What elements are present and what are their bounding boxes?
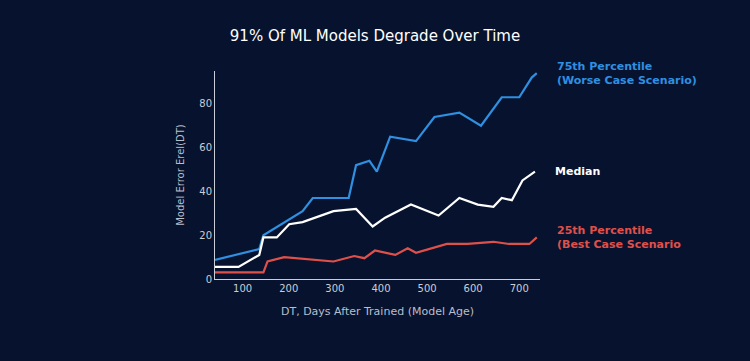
svg-text:300: 300	[325, 283, 344, 294]
svg-text:40: 40	[199, 186, 212, 197]
svg-text:75th Percentile(Worse Case Sce: 75th Percentile(Worse Case Scenario)	[557, 60, 697, 87]
svg-text:500: 500	[418, 283, 437, 294]
svg-text:Median: Median	[555, 165, 600, 178]
svg-text:20: 20	[199, 230, 212, 241]
svg-text:DT, Days After Trained (Model: DT, Days After Trained (Model Age)	[281, 305, 474, 318]
svg-text:400: 400	[371, 283, 390, 294]
svg-text:Model Error Erel(DT): Model Error Erel(DT)	[175, 124, 186, 226]
svg-text:80: 80	[199, 98, 212, 109]
svg-text:60: 60	[199, 142, 212, 153]
svg-text:200: 200	[279, 283, 298, 294]
svg-text:0: 0	[206, 274, 212, 285]
svg-text:91% Of ML Models Degrade Over: 91% Of ML Models Degrade Over Time	[230, 27, 520, 45]
svg-text:600: 600	[464, 283, 483, 294]
svg-text:100: 100	[233, 283, 252, 294]
svg-text:700: 700	[510, 283, 529, 294]
svg-text:25th Percentile(Best Case Scen: 25th Percentile(Best Case Scenario	[557, 224, 681, 251]
